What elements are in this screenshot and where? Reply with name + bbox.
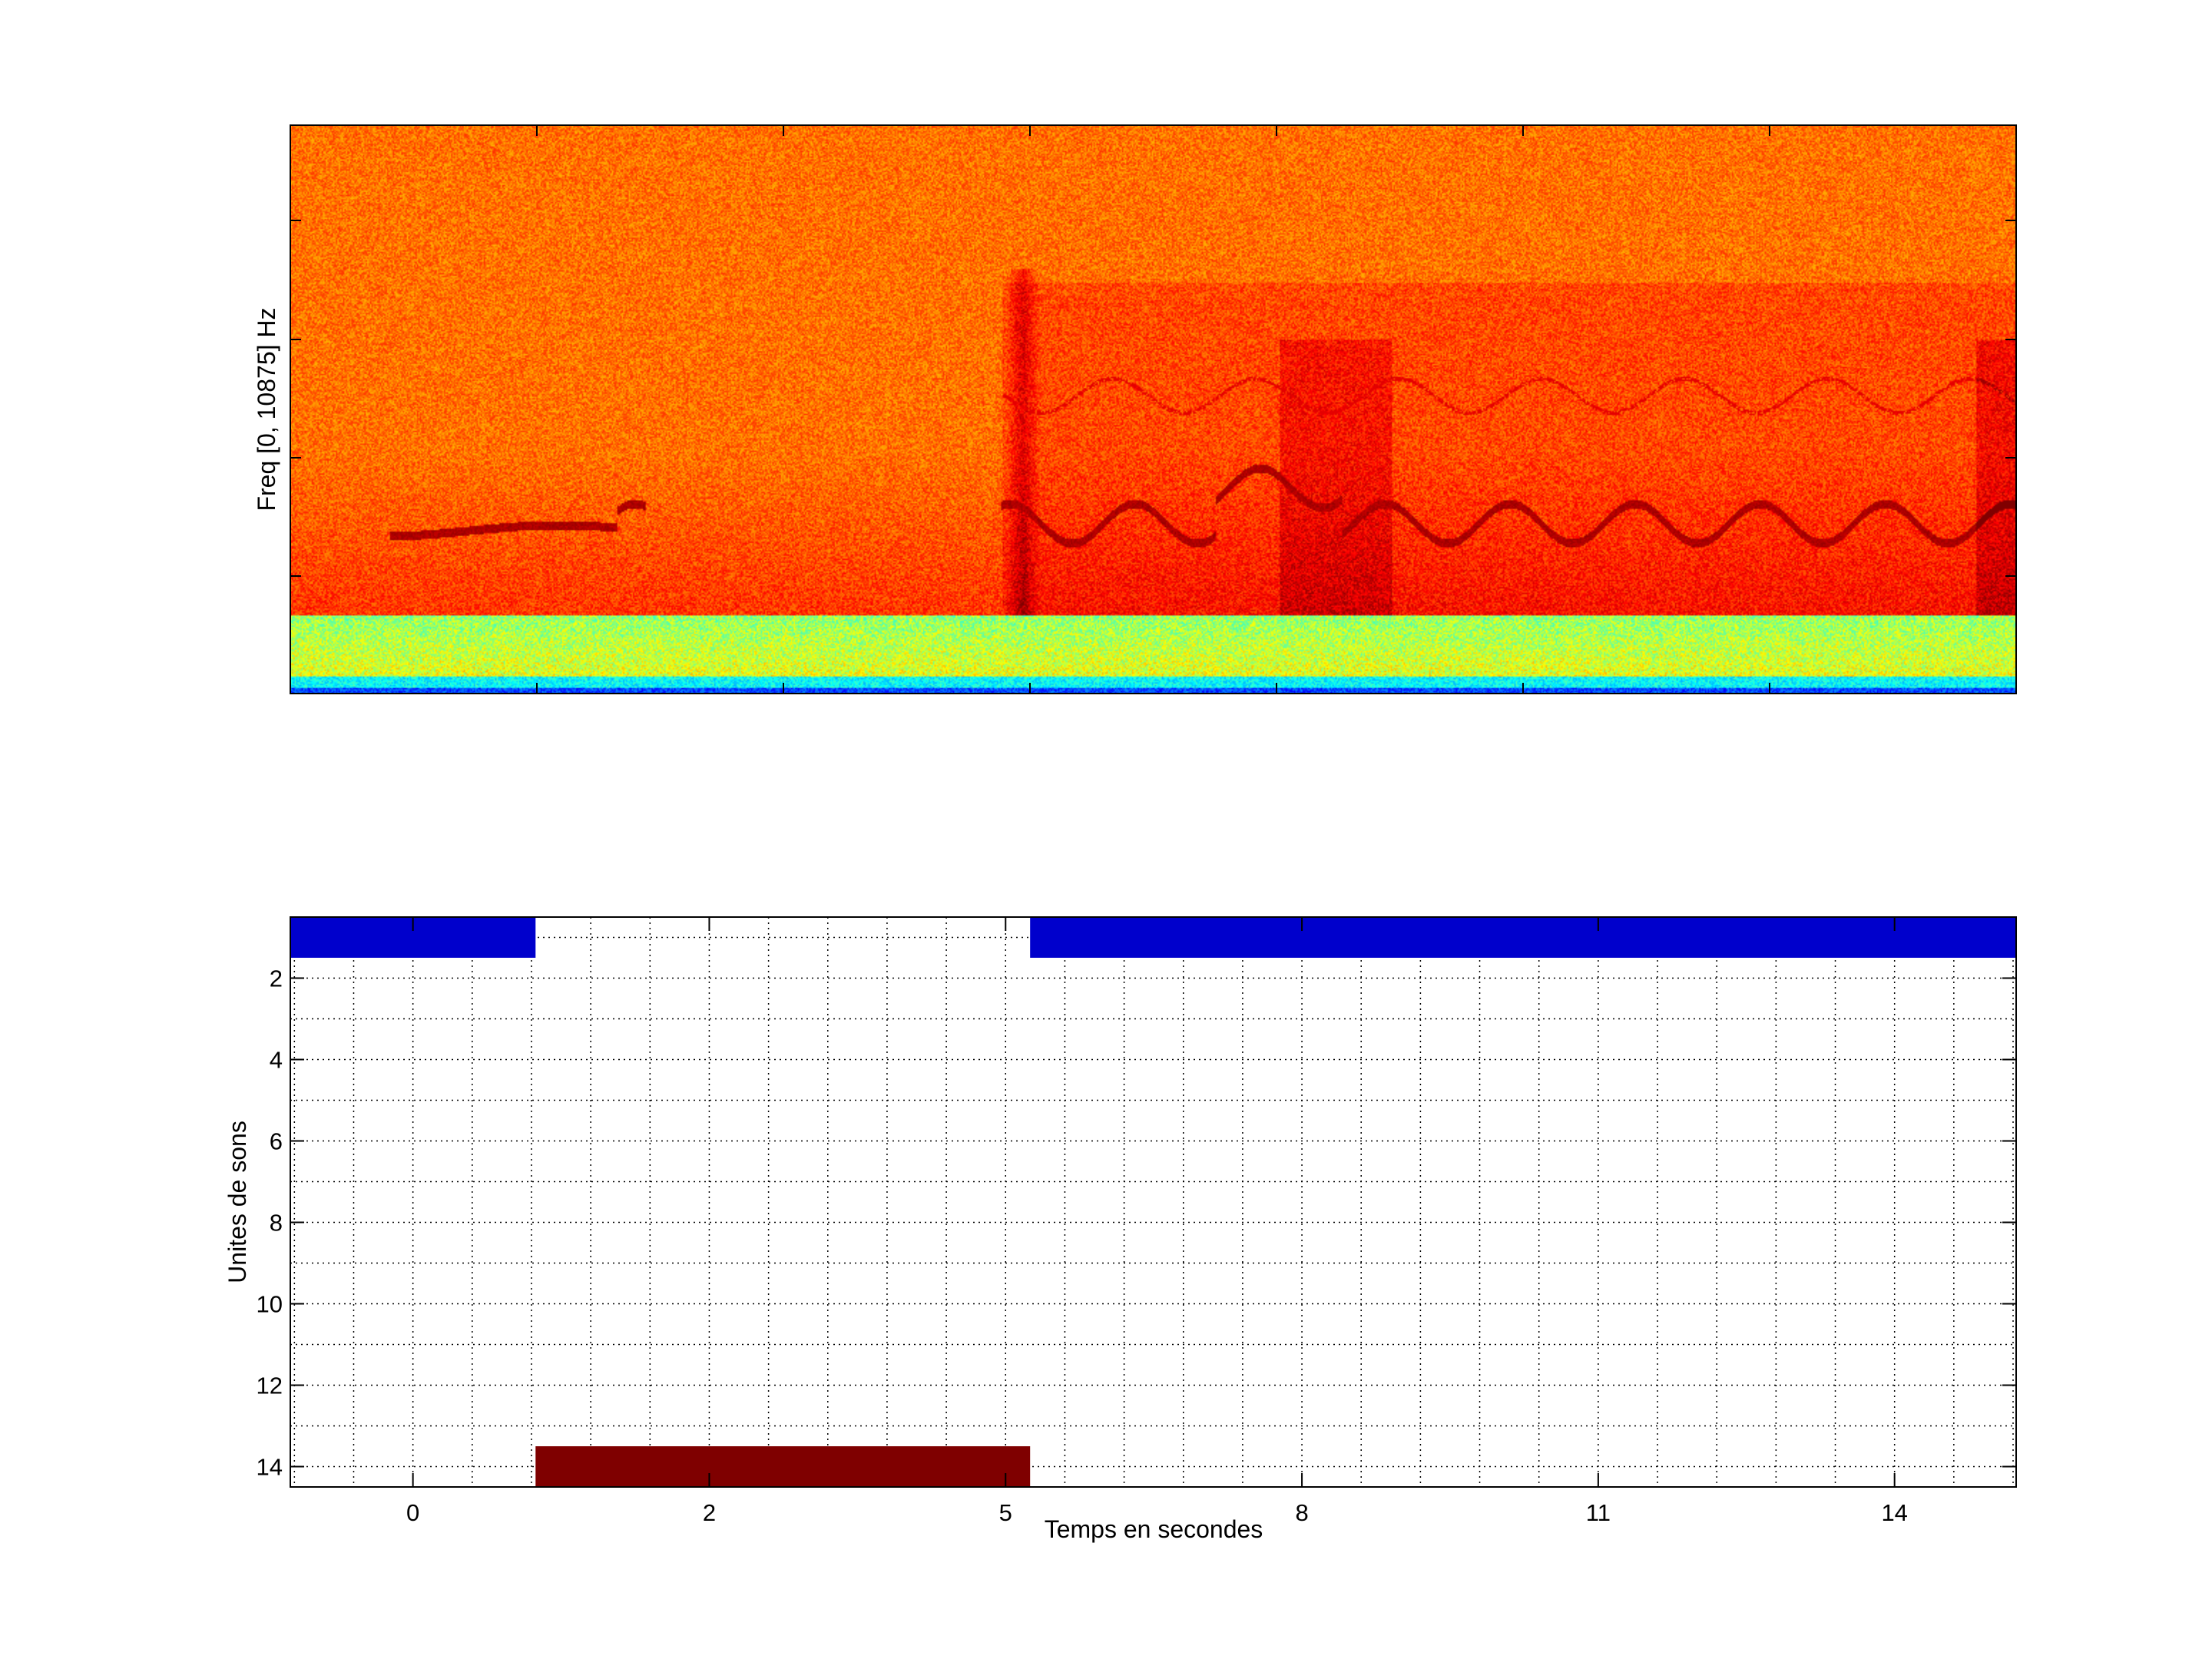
spectrogram-axes <box>290 124 2017 694</box>
x-tick-label: 2 <box>703 1499 716 1526</box>
y-tick-label: 14 <box>257 1454 283 1481</box>
y-tick-label: 8 <box>270 1210 283 1237</box>
x-tick-label: 14 <box>1881 1499 1907 1526</box>
x-tick-label: 11 <box>1586 1499 1611 1526</box>
y-tick-label: 10 <box>257 1291 283 1318</box>
timeline-ylabel: Unites de sons <box>224 1121 251 1283</box>
segment-bar <box>535 1446 1031 1487</box>
spectrogram-ylabel: Freq [0, 10875] Hz <box>253 307 280 511</box>
x-tick-label: 0 <box>406 1499 419 1526</box>
timeline-axes: 0 2 5 8 11 14 2 4 6 8 10 12 14 <box>257 916 2017 1526</box>
y-tick-label: 12 <box>257 1373 283 1399</box>
timeline-frame <box>290 916 2017 1488</box>
x-tick-label: 8 <box>1295 1499 1308 1526</box>
x-tick-label: 5 <box>999 1499 1012 1526</box>
y-tick-label: 2 <box>270 965 283 992</box>
segment-bar <box>1030 917 2016 958</box>
spectrogram-frame <box>290 124 2017 694</box>
timeline-xlabel: Temps en secondes <box>1045 1515 1263 1543</box>
spectrogram-image <box>290 125 2016 694</box>
y-tick-label: 4 <box>270 1047 283 1074</box>
y-tick-label: 6 <box>270 1128 283 1155</box>
